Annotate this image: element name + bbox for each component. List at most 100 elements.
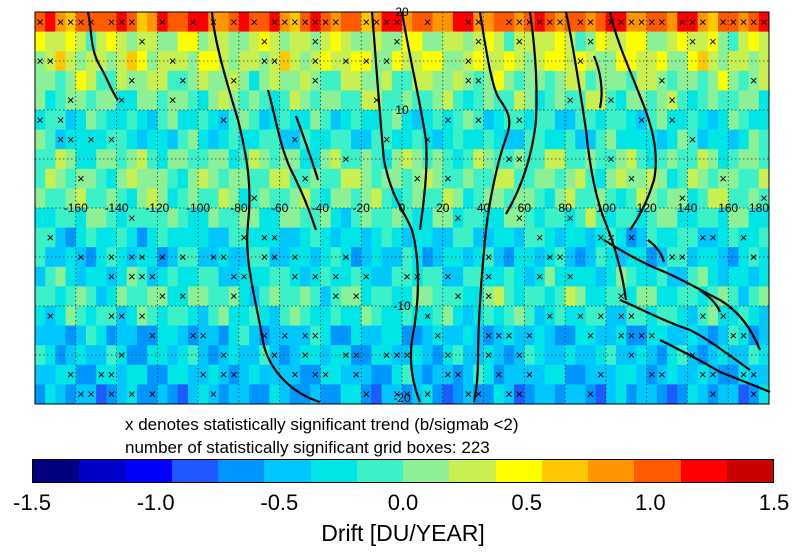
significance-mark: ×	[220, 250, 228, 265]
heatmap-cell	[208, 90, 219, 111]
significance-mark: ×	[67, 93, 75, 108]
heatmap-cell	[636, 364, 648, 385]
x-tick-label: 100	[596, 201, 616, 215]
heatmap-cell	[758, 227, 770, 248]
heatmap-cell	[391, 129, 403, 150]
heatmap-cell	[340, 208, 352, 229]
significance-mark: ×	[515, 34, 523, 49]
heatmap-cell	[65, 208, 77, 229]
heatmap-cell	[707, 31, 719, 52]
heatmap-cell	[340, 188, 352, 209]
heatmap-cell	[116, 247, 128, 268]
heatmap-cell	[136, 247, 148, 268]
heatmap-cell	[228, 149, 240, 170]
significance-mark: ×	[740, 230, 748, 245]
colorbar-segment	[541, 460, 588, 482]
heatmap-cell	[738, 90, 750, 111]
heatmap-cell	[432, 384, 444, 405]
heatmap-cell	[412, 345, 423, 366]
heatmap-cell	[422, 110, 434, 131]
heatmap-cell	[677, 325, 688, 346]
heatmap-cell	[300, 306, 311, 327]
heatmap-cell	[544, 51, 556, 72]
heatmap-cell	[575, 364, 586, 385]
significance-mark: ×	[352, 367, 360, 382]
heatmap-cell	[758, 31, 770, 52]
heatmap-cell	[707, 188, 719, 209]
significant-count-caption: number of statistically significant grid…	[125, 438, 490, 457]
heatmap-cell	[259, 12, 270, 33]
heatmap-cell	[452, 345, 464, 366]
heatmap-cell	[208, 149, 219, 170]
heatmap-cell	[636, 227, 648, 248]
heatmap-cell	[147, 31, 158, 52]
heatmap-cell	[391, 31, 403, 52]
heatmap-cell	[636, 129, 648, 150]
heatmap-cell	[238, 70, 250, 91]
heatmap-cell	[432, 168, 444, 189]
heatmap-cell	[595, 384, 607, 405]
heatmap-cell	[228, 129, 240, 150]
heatmap-cell	[391, 12, 403, 33]
heatmap-cell	[116, 266, 128, 287]
heatmap-cell	[371, 110, 383, 131]
heatmap-cell	[198, 129, 209, 150]
heatmap-cell	[503, 168, 515, 189]
heatmap-cell	[177, 31, 189, 52]
significance-mark: ×	[77, 171, 85, 186]
heatmap-cell	[198, 110, 209, 131]
heatmap-cell	[585, 384, 597, 405]
heatmap-cell	[35, 129, 46, 150]
significance-mark: ×	[67, 14, 75, 29]
heatmap-cell	[605, 129, 617, 150]
heatmap-cell	[626, 70, 637, 91]
heatmap-cell	[45, 31, 56, 52]
heatmap-cell	[300, 384, 311, 405]
heatmap-cell	[35, 31, 46, 52]
heatmap-cell	[381, 306, 393, 327]
significance-mark: ×	[566, 210, 574, 225]
heatmap-cell	[85, 364, 97, 385]
heatmap-cell	[187, 90, 199, 111]
heatmap-cell	[575, 149, 586, 170]
heatmap-cell	[677, 51, 688, 72]
heatmap-cell	[402, 110, 413, 131]
heatmap-cell	[330, 12, 342, 33]
significance-mark: ×	[689, 132, 697, 147]
heatmap-cell	[320, 266, 332, 287]
significance-mark: ×	[719, 171, 727, 186]
heatmap-cell	[106, 286, 118, 307]
heatmap-cell	[585, 306, 597, 327]
heatmap-cell	[126, 12, 138, 33]
heatmap-cell	[228, 247, 240, 268]
heatmap-cell	[646, 110, 658, 131]
heatmap-cell	[289, 364, 301, 385]
heatmap-cell	[269, 227, 281, 248]
heatmap-cell	[391, 90, 403, 111]
heatmap-cell	[85, 110, 97, 131]
heatmap-cell	[381, 149, 393, 170]
heatmap-cell	[473, 12, 485, 33]
heatmap-cell	[259, 384, 270, 405]
significance-mark: ×	[638, 112, 646, 127]
significance-mark: ×	[108, 387, 116, 402]
significance-mark: ×	[597, 367, 605, 382]
heatmap-cell	[646, 70, 658, 91]
heatmap-cell	[677, 266, 688, 287]
heatmap-cell	[565, 325, 576, 346]
heatmap-cell	[351, 286, 362, 307]
heatmap-cell	[473, 90, 485, 111]
heatmap-cell	[432, 129, 444, 150]
heatmap-cell	[646, 188, 658, 209]
heatmap-cell	[718, 129, 729, 150]
heatmap-cell	[646, 306, 658, 327]
significance-mark: ×	[363, 14, 371, 29]
heatmap-cell	[136, 384, 148, 405]
heatmap-cell	[96, 364, 107, 385]
heatmap-cell	[340, 306, 352, 327]
heatmap-cell	[279, 227, 291, 248]
heatmap-cell	[554, 364, 566, 385]
significance-mark: ×	[515, 14, 523, 29]
heatmap-cell	[697, 325, 709, 346]
heatmap-cell	[381, 247, 393, 268]
